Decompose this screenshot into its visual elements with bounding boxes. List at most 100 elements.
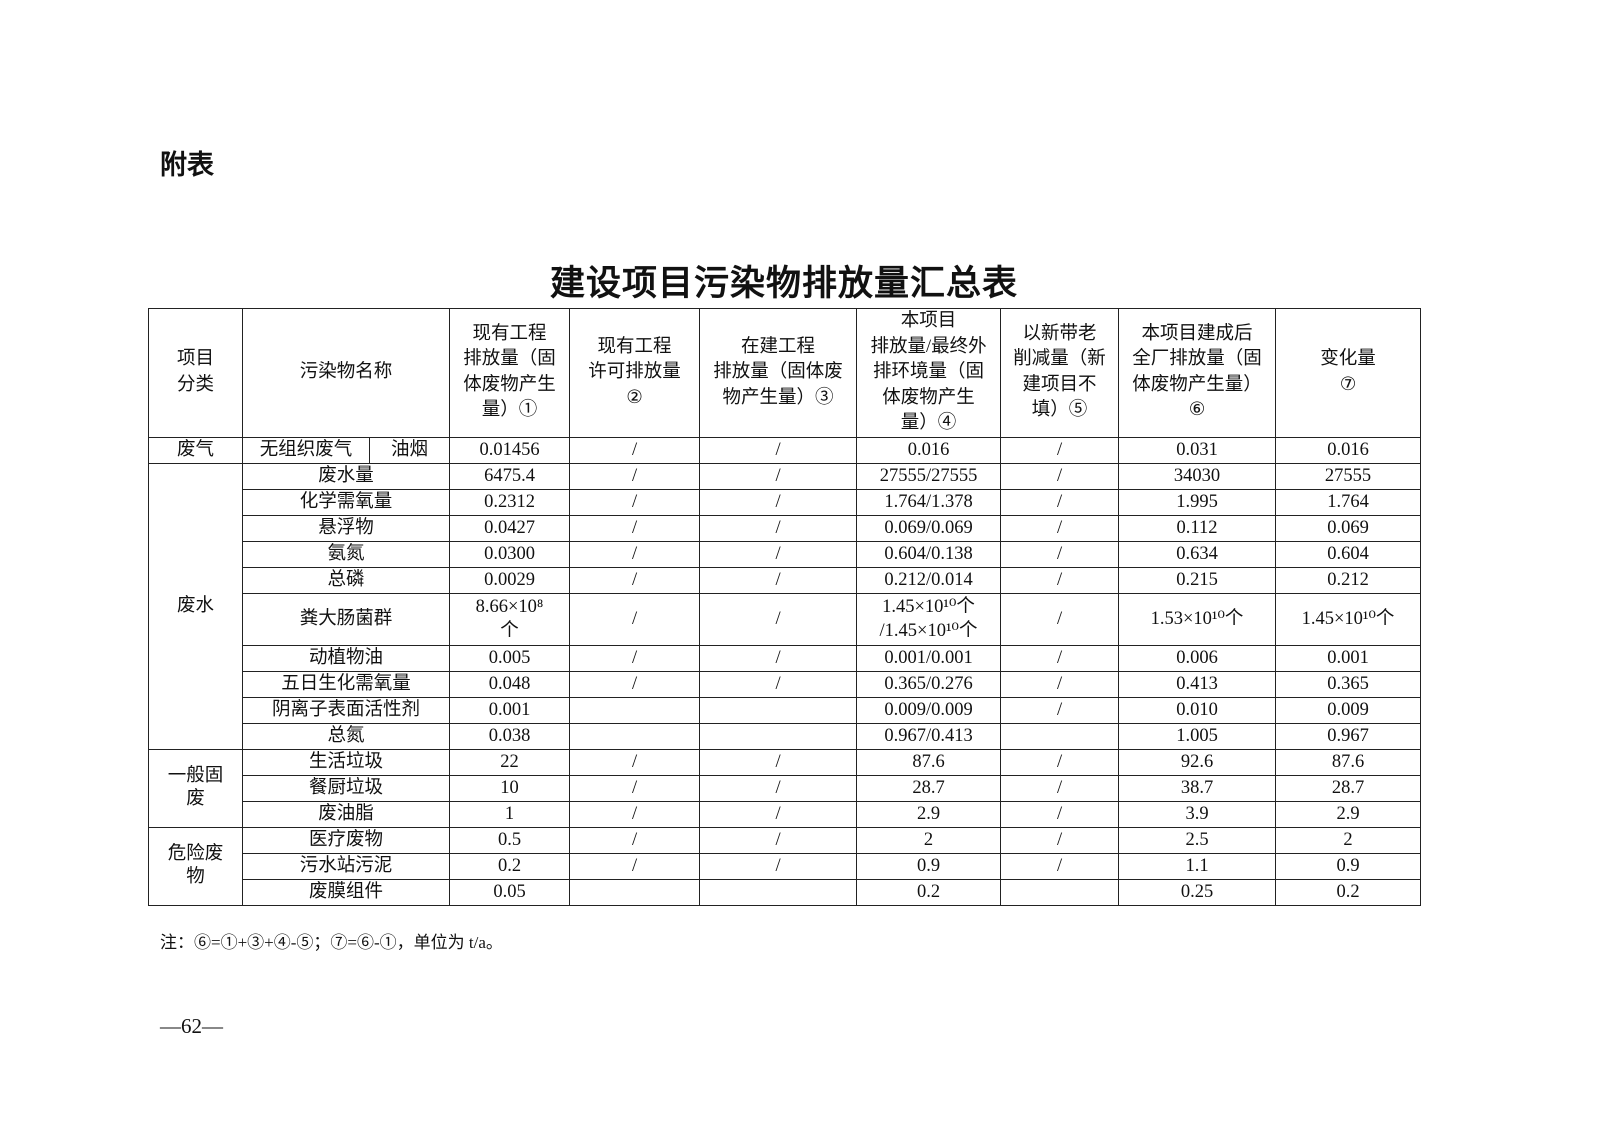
value-permitted: / — [569, 826, 701, 854]
value-reduction: / — [1000, 514, 1120, 542]
value-reduction — [1000, 878, 1120, 906]
value-change: 2 — [1275, 826, 1422, 854]
pollutant-name: 废水量 — [241, 462, 451, 490]
header-total-after: 本项目建成后 全厂排放量（固 体废物产生量） ⑥ — [1118, 308, 1277, 438]
value-change: 0.009 — [1275, 696, 1422, 724]
value-reduction — [1000, 722, 1120, 750]
value-change: 0.604 — [1275, 540, 1422, 568]
value-this-project: 0.604/0.138 — [856, 540, 1002, 568]
pollutant-name: 废膜组件 — [241, 878, 451, 906]
value-change: 0.2 — [1275, 878, 1422, 906]
pollutant-name: 生活垃圾 — [241, 748, 451, 776]
value-reduction: / — [1000, 566, 1120, 594]
value-change: 0.069 — [1275, 514, 1422, 542]
value-this-project: 0.069/0.069 — [856, 514, 1002, 542]
pollutant-name: 化学需氧量 — [241, 488, 451, 516]
value-reduction: / — [1000, 436, 1120, 464]
table-row: 废水 废水量 6475.4//27555/27555/34030 27555 — [148, 462, 1422, 750]
value-permitted — [569, 722, 701, 750]
value-this-project: 1.45×10¹⁰个 /1.45×10¹⁰个 — [856, 592, 1002, 646]
value-reduction: / — [1000, 488, 1120, 516]
value-permitted — [569, 878, 701, 906]
category-cell: 废气 — [148, 436, 243, 464]
value-total-after: 0.215 — [1118, 566, 1277, 594]
value-reduction: / — [1000, 644, 1120, 672]
header-under-construction: 在建工程 排放量（固体废 物产生量）③ — [699, 308, 858, 438]
value-existing: 0.01456 — [449, 436, 571, 464]
pollutant-name: 动植物油 — [241, 644, 451, 672]
value-existing: 10 — [449, 774, 571, 802]
value-under-construction — [699, 878, 858, 906]
value-total-after: 0.010 — [1118, 696, 1277, 724]
header-pollutant-name: 污染物名称 — [241, 308, 451, 438]
pollutant-name: 悬浮物 — [241, 514, 451, 542]
value-this-project: 0.9 — [856, 852, 1002, 880]
pollutant-name: 废油脂 — [241, 800, 451, 828]
header-reduction: 以新带老 削减量（新 建项目不 填）⑤ — [1000, 308, 1120, 438]
table-body: 废气 无组织废气 油烟 0.01456//0.016/0.031 0.016 废水 废水量 6… — [148, 436, 1422, 906]
value-reduction: / — [1000, 540, 1120, 568]
pollutant-name: 阴离子表面活性剂 — [241, 696, 451, 724]
header-this-project: 本项目 排放量/最终外 排环境量（固 体废物产生 量）④ — [856, 308, 1002, 438]
table-row: 餐厨垃圾 10//28.7/38.7 28.7 — [149, 774, 1422, 802]
category-cell: 一般固 废 — [148, 748, 243, 828]
pollutant-name: 无组织废气 — [242, 436, 370, 464]
table-row: 废膜组件 0.05 0.2 0.25 0.2 — [149, 878, 1422, 906]
value-total-after: 2.5 — [1118, 826, 1277, 854]
pollutant-name: 餐厨垃圾 — [241, 774, 451, 802]
table-row: 一般固 废生活垃圾 22//87.6/92.6 87.6 — [148, 748, 1422, 828]
value-change: 0.016 — [1275, 436, 1422, 464]
table-row: 污水站污泥 0.2//0.9/1.1 0.9 — [149, 852, 1422, 880]
value-change: 0.212 — [1275, 566, 1422, 594]
value-permitted: / — [569, 748, 701, 776]
value-this-project: 1.764/1.378 — [856, 488, 1002, 516]
table-row: 废气 无组织废气 油烟 0.01456//0.016/0.031 0.016 — [148, 436, 1422, 464]
value-under-construction: / — [699, 540, 858, 568]
appendix-label: 附表 — [160, 150, 214, 181]
table-row: 废油脂 1//2.9/3.9 2.9 — [149, 800, 1422, 828]
value-permitted: / — [569, 566, 701, 594]
value-this-project: 2.9 — [856, 800, 1002, 828]
value-under-construction: / — [699, 514, 858, 542]
value-change: 2.9 — [1275, 800, 1422, 828]
table-row: 阴离子表面活性剂 0.001 0.009/0.009/0.010 0.009 — [149, 696, 1422, 724]
header-category: 项目 分类 — [148, 308, 243, 438]
value-change: 0.9 — [1275, 852, 1422, 880]
value-existing: 0.005 — [449, 644, 571, 672]
value-under-construction: / — [699, 800, 858, 828]
value-permitted — [569, 696, 701, 724]
value-total-after: 1.995 — [1118, 488, 1277, 516]
table-row: 总氮 0.038 0.967/0.413 1.005 0.967 — [149, 722, 1422, 750]
value-this-project: 27555/27555 — [856, 462, 1002, 490]
value-under-construction: / — [699, 670, 858, 698]
pollutant-subname: 油烟 — [368, 436, 451, 464]
pollutant-name: 总氮 — [241, 722, 451, 750]
header-permitted-emission: 现有工程 许可排放量 ② — [569, 308, 701, 438]
value-total-after: 1.53×10¹⁰个 — [1118, 592, 1277, 646]
value-reduction: / — [1000, 774, 1120, 802]
table-row: 氨氮 0.0300//0.604/0.138/0.634 0.604 — [149, 540, 1422, 568]
value-under-construction: / — [699, 644, 858, 672]
value-existing: 0.048 — [449, 670, 571, 698]
value-total-after: 1.005 — [1118, 722, 1277, 750]
value-permitted: / — [569, 800, 701, 828]
value-change: 87.6 — [1275, 748, 1422, 776]
value-existing: 0.5 — [449, 826, 571, 854]
value-under-construction — [699, 696, 858, 724]
value-total-after: 0.634 — [1118, 540, 1277, 568]
value-this-project: 28.7 — [856, 774, 1002, 802]
value-total-after: 92.6 — [1118, 748, 1277, 776]
table-note: 注：⑥=①+③+④-⑤；⑦=⑥-①，单位为 t/a。 — [160, 933, 503, 952]
table-row: 危险废 物医疗废物 0.5//2/2.5 2 — [148, 826, 1422, 906]
value-existing: 0.05 — [449, 878, 571, 906]
pollutant-name: 粪大肠菌群 — [241, 592, 451, 646]
value-permitted: / — [569, 540, 701, 568]
value-existing: 0.0427 — [449, 514, 571, 542]
value-permitted: / — [569, 436, 701, 464]
value-total-after: 34030 — [1118, 462, 1277, 490]
value-total-after: 3.9 — [1118, 800, 1277, 828]
value-existing: 0.2 — [449, 852, 571, 880]
value-change: 1.45×10¹⁰个 — [1275, 592, 1422, 646]
value-this-project: 0.016 — [856, 436, 1002, 464]
value-total-after: 0.031 — [1118, 436, 1277, 464]
